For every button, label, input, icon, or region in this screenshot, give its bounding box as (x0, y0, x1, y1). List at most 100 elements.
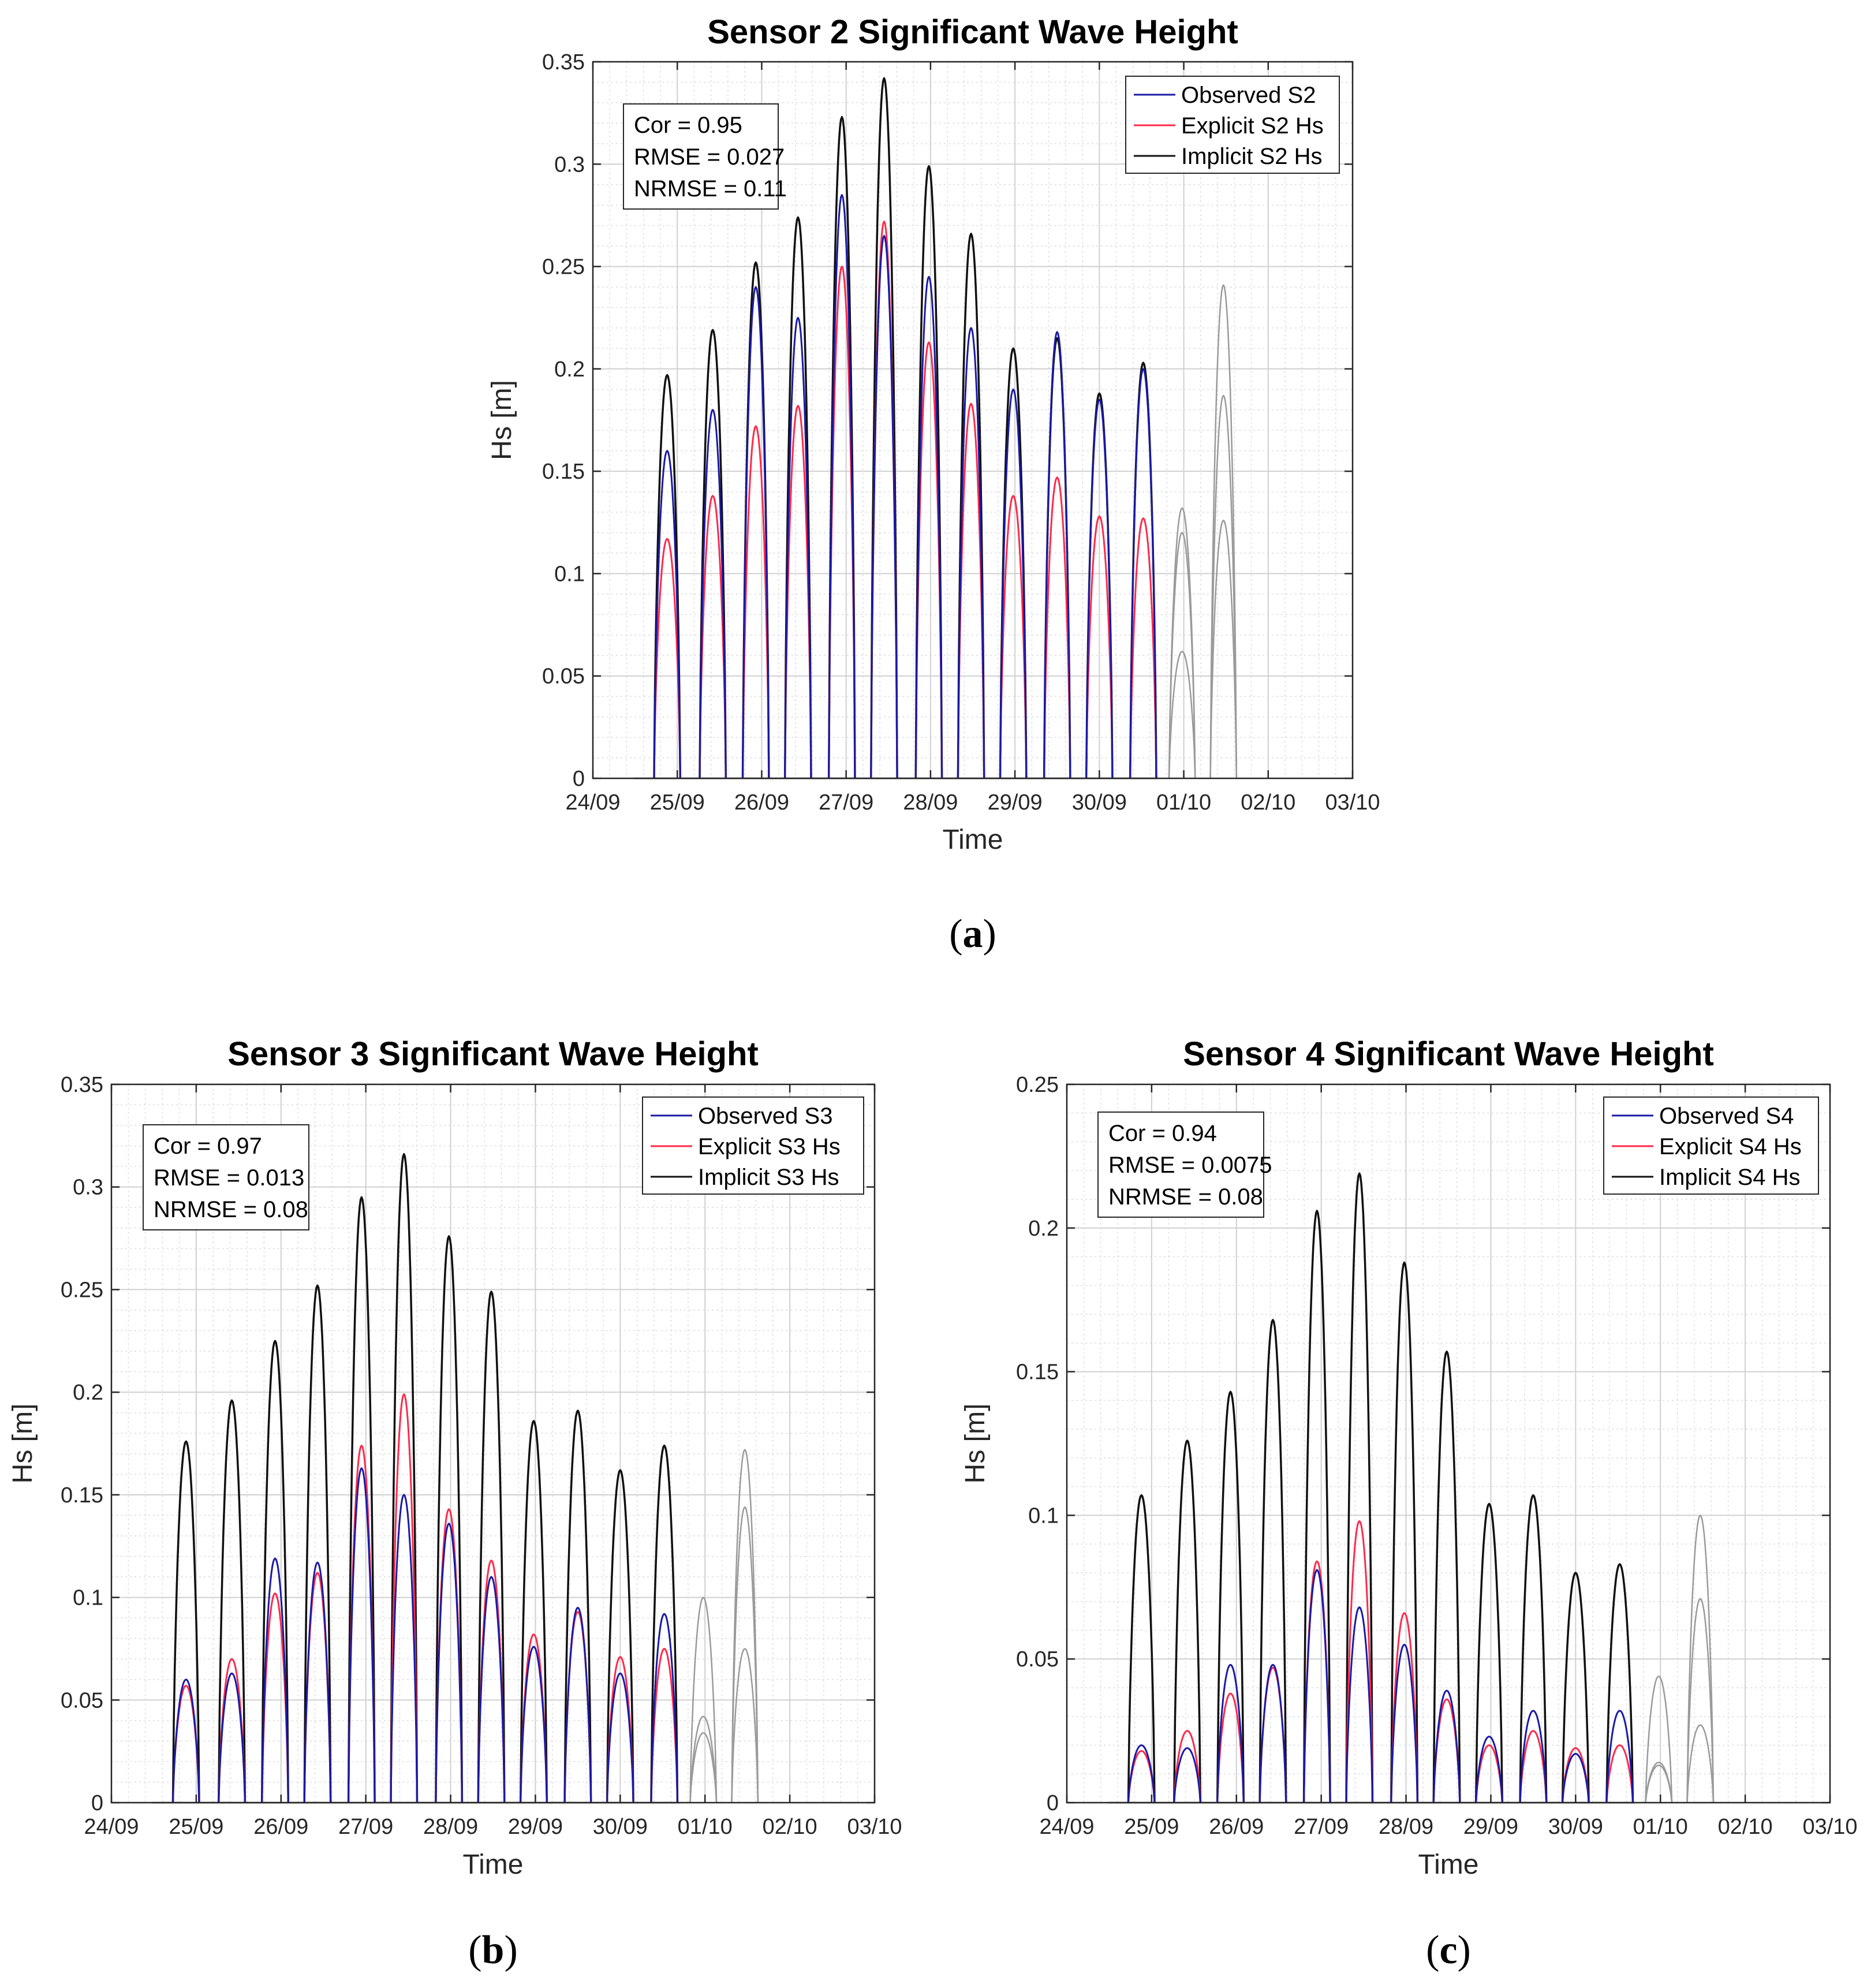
series-implicit-peak (390, 1153, 419, 1803)
y-axis-label: Hs [m] (960, 1404, 991, 1484)
series-observed-peak (1127, 1744, 1156, 1803)
series-observed-peak (520, 1646, 548, 1803)
panel-caption: (a) (949, 912, 996, 956)
series-observed-peak (1390, 1643, 1418, 1803)
future-explicit-peak (1209, 519, 1238, 779)
y-tick-label: 0.25 (1016, 1073, 1059, 1097)
x-tick-label: 25/09 (650, 790, 705, 815)
x-tick-label: 01/10 (1156, 790, 1211, 815)
series-explicit-peak (1390, 1612, 1418, 1803)
future-observed-peak (1645, 1765, 1673, 1803)
panel-caption: (b) (468, 1928, 518, 1972)
series-observed-peak (303, 1561, 332, 1803)
y-tick-label: 0.35 (542, 50, 585, 74)
series-observed-peak (218, 1672, 246, 1803)
y-tick-label: 0.15 (61, 1483, 103, 1508)
series-implicit-peak (606, 1469, 634, 1803)
series-implicit-peak (1216, 1390, 1245, 1803)
x-tick-label: 27/09 (338, 1815, 393, 1839)
caption-paren-open: ( (1426, 1928, 1439, 1972)
y-axis-label: Hs [m] (8, 1404, 38, 1484)
series-observed-peak (914, 275, 943, 779)
future-implicit-peak (1645, 1675, 1673, 1803)
x-tick-label: 25/09 (1124, 1815, 1179, 1839)
series-implicit-peak (260, 1340, 290, 1803)
series-observed-peak (1519, 1710, 1548, 1803)
stat-line: RMSE = 0.0075 (1108, 1152, 1272, 1178)
x-tick-label: 24/09 (84, 1815, 139, 1839)
caption-letter: c (1439, 1928, 1457, 1972)
series-implicit-peak (303, 1284, 332, 1803)
legend-entry: Implicit S2 Hs (1181, 144, 1323, 169)
legend-entry: Explicit S3 Hs (698, 1134, 841, 1159)
series-observed-peak (650, 1613, 678, 1803)
y-tick-label: 0.2 (73, 1381, 103, 1405)
legend: Observed S2 Explicit S2 Hs Implicit S2 Hs (1125, 76, 1340, 174)
chart-panel-c: 0 0.05 0.1 0.15 0.2 0.25 24/09 25/09 26/09 27/09 2… (960, 1035, 1858, 1972)
series-implicit-peak (1519, 1494, 1548, 1803)
y-tick-label: 0.1 (73, 1586, 103, 1610)
chart-title: Sensor 2 Significant Wave Height (707, 13, 1238, 51)
series-observed-peak (1475, 1736, 1503, 1803)
future-observed-peak (1168, 532, 1196, 779)
y-tick-label: 0.1 (554, 562, 585, 586)
series-observed-peak (870, 234, 898, 779)
series-implicit-peak (1258, 1319, 1287, 1803)
legend-entry: Observed S4 (1659, 1103, 1794, 1129)
x-tick-label: 28/09 (903, 790, 958, 815)
x-tick-label: 28/09 (1379, 1815, 1433, 1839)
stats-box: Cor = 0.97 RMSE = 0.013 NRMSE = 0.08 (143, 1124, 309, 1230)
series-explicit-peak (1605, 1744, 1634, 1803)
series-explicit-peak (650, 1647, 678, 1803)
series-observed-peak (699, 409, 727, 779)
series-implicit-peak (347, 1196, 376, 1803)
series-explicit-peak (606, 1656, 634, 1803)
series-implicit-peak (1302, 1210, 1331, 1803)
y-tick-label: 0 (573, 767, 585, 791)
series-implicit-peak (870, 77, 898, 779)
y-tick-label: 0.2 (1028, 1217, 1059, 1241)
panel-caption: (c) (1426, 1928, 1471, 1972)
x-tick-label: 30/09 (1072, 790, 1127, 815)
future-implicit-peak (689, 1597, 718, 1803)
series-implicit-peak (1432, 1351, 1461, 1803)
x-tick-label: 02/10 (1718, 1815, 1773, 1839)
series-implicit-peak (653, 374, 682, 779)
legend-entry: Observed S2 (1181, 83, 1316, 108)
stats-box: Cor = 0.95 RMSE = 0.027 NRMSE = 0.11 (623, 103, 787, 210)
x-tick-label: 24/09 (565, 790, 620, 815)
stat-line: NRMSE = 0.08 (1108, 1184, 1263, 1210)
series-implicit-peak (914, 165, 943, 779)
series-observed-peak (1562, 1752, 1590, 1803)
stat-line: Cor = 0.94 (1108, 1121, 1217, 1146)
series-observed-peak (1303, 1569, 1331, 1803)
series-explicit-peak (699, 495, 727, 779)
stat-line: Cor = 0.97 (154, 1133, 262, 1159)
caption-paren-open: ( (468, 1928, 481, 1972)
x-tick-label: 30/09 (1548, 1815, 1603, 1839)
series-explicit-peak (1519, 1730, 1548, 1803)
y-tick-label: 0 (91, 1791, 103, 1815)
x-tick-label: 30/09 (593, 1815, 648, 1839)
series-observed-peak (742, 286, 770, 779)
x-tick-label: 27/09 (1294, 1815, 1349, 1839)
x-tick-label: 26/09 (253, 1815, 308, 1839)
y-tick-label: 0.05 (1016, 1647, 1059, 1672)
series-explicit-peak (1173, 1730, 1201, 1803)
series-implicit-peak (650, 1444, 679, 1803)
series-implicit-peak (435, 1235, 464, 1803)
series-observed-peak (1043, 331, 1071, 779)
x-tick-label: 25/09 (169, 1815, 223, 1839)
series-implicit-peak (477, 1290, 506, 1803)
future-implicit-peak (1209, 284, 1238, 779)
series-explicit-peak (1085, 515, 1114, 779)
series-observed-peak (1258, 1663, 1287, 1803)
caption-letter: a (963, 912, 983, 956)
series-explicit-peak (914, 341, 943, 779)
series-observed-peak (1605, 1710, 1634, 1803)
future-explicit-peak (1168, 650, 1196, 779)
stats-box-frame (143, 1124, 309, 1230)
series-implicit-peak (1561, 1572, 1590, 1803)
y-tick-label: 0.05 (542, 665, 585, 689)
